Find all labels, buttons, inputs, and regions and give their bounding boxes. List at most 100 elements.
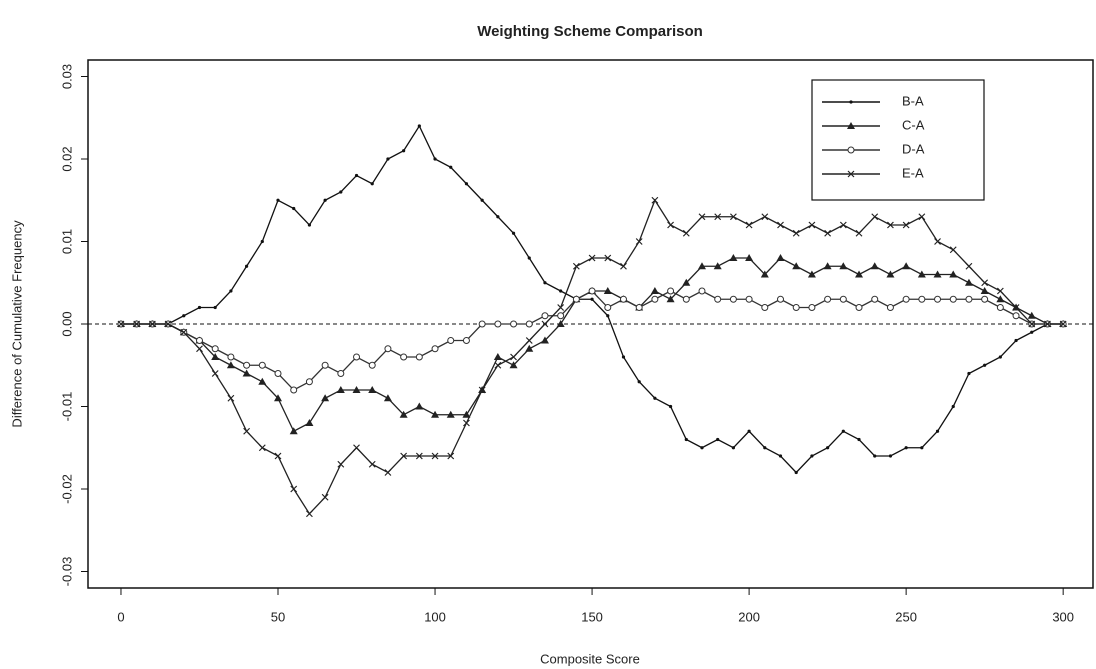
point (716, 437, 720, 442)
point (384, 469, 392, 476)
point (714, 295, 722, 303)
point (243, 361, 251, 369)
point (572, 262, 580, 270)
point (668, 404, 673, 409)
x-tick-label: 200 (738, 609, 760, 624)
point (714, 213, 722, 221)
point (305, 378, 313, 386)
point (384, 345, 392, 353)
point (807, 270, 816, 278)
point (243, 427, 251, 435)
point (667, 221, 675, 229)
point (463, 419, 470, 427)
x-tick-label: 300 (1052, 609, 1074, 624)
point (777, 221, 784, 229)
point (1028, 320, 1036, 328)
point (996, 304, 1004, 311)
point (527, 256, 531, 260)
point (227, 394, 235, 402)
point (920, 446, 924, 450)
point (651, 295, 659, 303)
point (353, 353, 361, 361)
point (729, 254, 738, 261)
y-tick-label: -0.01 (59, 392, 74, 422)
point (964, 278, 973, 286)
point (635, 238, 643, 245)
x-axis-label: Composite Score (540, 651, 640, 666)
point (307, 223, 312, 227)
point (855, 229, 863, 237)
point (967, 371, 971, 376)
point (305, 419, 314, 426)
point (353, 444, 360, 452)
point (305, 510, 313, 518)
point (182, 314, 186, 318)
point (700, 446, 704, 450)
point (274, 394, 283, 402)
point (494, 320, 502, 328)
point (933, 270, 942, 278)
point (197, 305, 202, 310)
legend-marker (849, 100, 853, 104)
legend-label: D-A (902, 141, 925, 156)
point (904, 446, 908, 450)
point (981, 279, 989, 287)
point (417, 124, 421, 128)
point (651, 196, 659, 204)
point (682, 229, 690, 237)
point (449, 165, 453, 169)
point (839, 221, 847, 229)
point (180, 328, 188, 336)
point (559, 289, 563, 293)
point (635, 304, 643, 311)
point (211, 345, 219, 353)
point (949, 295, 957, 303)
point (478, 320, 486, 328)
point (431, 345, 439, 353)
point (588, 254, 596, 262)
point (556, 320, 565, 327)
x-tick-label: 0 (117, 609, 124, 624)
point (354, 173, 359, 178)
point (792, 262, 801, 270)
point (998, 355, 1002, 359)
point (415, 452, 423, 460)
point (761, 213, 769, 221)
point (745, 221, 753, 229)
y-axis-label: Difference of Cumulative Frequency (9, 220, 24, 428)
y-tick-label: 0.01 (59, 229, 74, 254)
point (290, 386, 298, 394)
point (1012, 312, 1020, 320)
point (337, 460, 345, 468)
point (824, 295, 832, 303)
point (399, 410, 408, 418)
point (260, 239, 264, 244)
point (211, 370, 219, 377)
point (321, 361, 329, 369)
point (431, 452, 439, 460)
series-line (120, 257, 1064, 433)
point (433, 157, 437, 161)
point (760, 270, 769, 278)
point (148, 320, 156, 328)
point (996, 287, 1004, 295)
point (745, 295, 753, 303)
legend-marker (847, 122, 855, 129)
point (588, 287, 596, 295)
y-tick-label: -0.03 (59, 557, 74, 587)
point (258, 377, 267, 385)
point (729, 213, 737, 221)
point (745, 254, 754, 261)
point (368, 361, 376, 369)
point (871, 295, 879, 303)
point (873, 454, 877, 458)
point (637, 380, 641, 384)
point (935, 429, 940, 433)
point (777, 295, 785, 303)
point (886, 270, 895, 278)
series-line (120, 290, 1064, 391)
point (133, 320, 141, 328)
series-line (120, 198, 1064, 515)
point (996, 295, 1005, 303)
point (462, 337, 470, 344)
